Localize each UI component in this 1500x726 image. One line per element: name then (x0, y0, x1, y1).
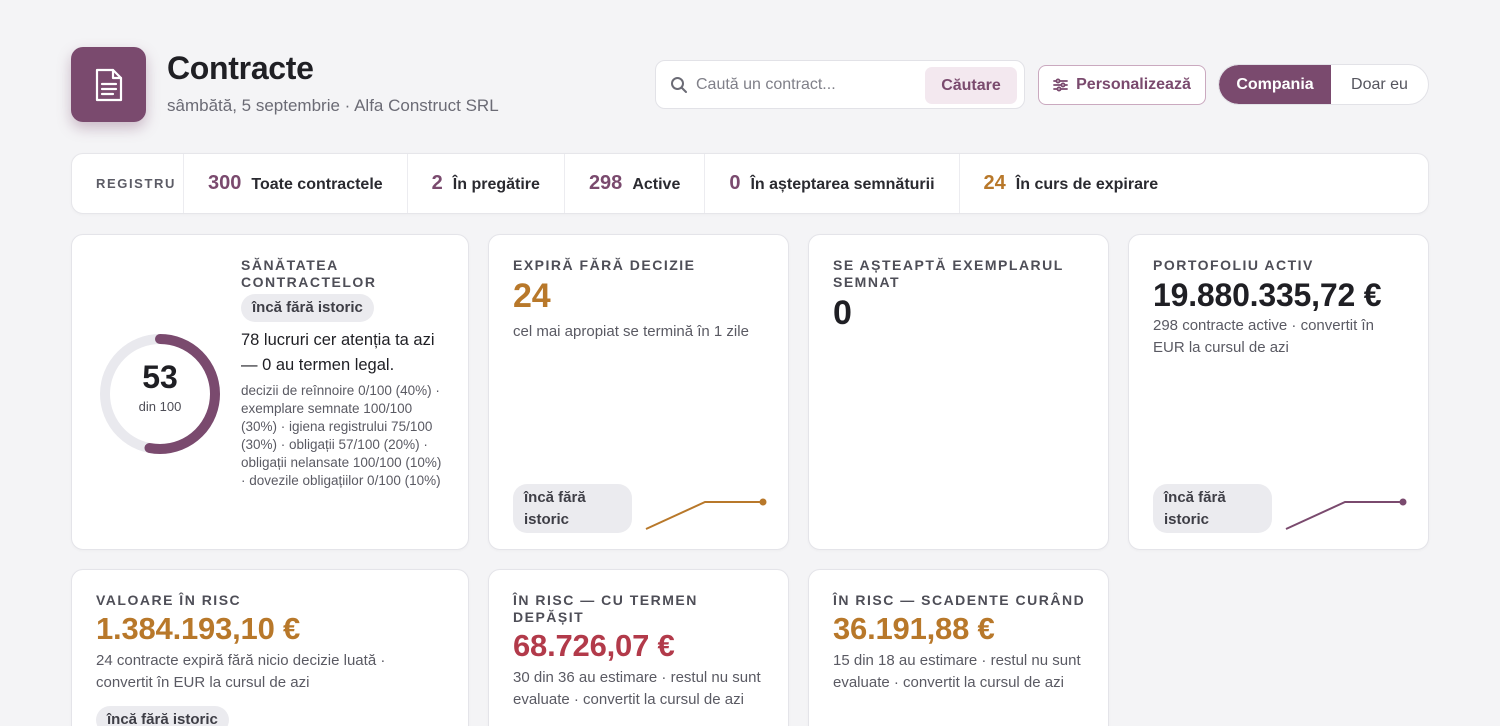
expiring-value: 24 (513, 277, 551, 315)
registry-strip: REGISTRU 300 Toate contractele 2 În preg… (71, 153, 1429, 214)
page-title: Contracte (167, 50, 314, 86)
registry-item-label: În așteptarea semnăturii (750, 175, 935, 193)
customize-label: Personalizează (1076, 76, 1191, 93)
health-score-ring (100, 334, 220, 454)
awaiting-value: 0 (833, 294, 852, 332)
portfolio-description: 298 contracte active · convertit în EUR … (1153, 317, 1374, 356)
registry-item-all[interactable]: 300 Toate contractele (184, 154, 408, 213)
registry-count: 0 (729, 172, 741, 194)
portfolio-sparkline (1285, 498, 1407, 530)
app-logo (71, 47, 146, 122)
expiring-card[interactable]: EXPIRĂ FĂRĂ DECIZIE 24 cel mai apropiat … (488, 234, 789, 550)
registry-item-label: Toate contractele (251, 175, 383, 193)
scope-company-option[interactable]: Compania (1219, 65, 1331, 104)
expiring-description: cel mai apropiat se termină în 1 zile (513, 323, 749, 340)
document-icon (95, 68, 122, 101)
risk-due-soon-card[interactable]: ÎN RISC — SCADENTE CURÂND 36.191,88 € 15… (808, 569, 1109, 726)
risk-value-amount: 1.384.193,10 € (96, 611, 301, 646)
risk-overdue-card[interactable]: ÎN RISC — CU TERMEN DEPĂȘIT 68.726,07 € … (488, 569, 789, 726)
awaiting-signed-copy-card[interactable]: SE AȘTEAPTĂ EXEMPLARUL SEMNAT 0 (808, 234, 1109, 550)
risk-overdue-description: 30 din 36 au estimare · restul nu sunt e… (513, 669, 761, 708)
registry-item-label: În pregătire (452, 175, 540, 193)
registry-count: 2 (431, 172, 443, 194)
customize-button[interactable]: Personalizează (1038, 65, 1206, 105)
health-history-badge: încă fără istoric (241, 294, 374, 322)
health-score-of: din 100 (138, 399, 182, 414)
sliders-icon (1053, 78, 1069, 92)
risk-value-description: 24 contracte expiră fără nicio decizie l… (96, 652, 386, 691)
search-icon (670, 76, 688, 94)
registry-label: REGISTRU (72, 154, 184, 213)
registry-item-expiring[interactable]: 24 În curs de expirare (960, 154, 1183, 213)
expiring-label: EXPIRĂ FĂRĂ DECIZIE (513, 257, 696, 273)
risk-due-soon-description: 15 din 18 au estimare · restul nu sunt e… (833, 652, 1081, 691)
search-input[interactable] (696, 75, 916, 94)
search-button[interactable]: Căutare (925, 67, 1017, 104)
health-label: SĂNĂTATEA CONTRACTELOR (241, 257, 377, 290)
registry-item-label: Active (632, 175, 681, 193)
search-bar: Căutare (655, 60, 1025, 109)
risk-value-label: VALOARE ÎN RISC (96, 592, 242, 608)
registry-item-active[interactable]: 298 Active (565, 154, 706, 213)
registry-count: 24 (983, 172, 1006, 194)
registry-count: 300 (208, 172, 242, 194)
health-details: decizii de reînnoire 0/100 (40%) · exemp… (241, 383, 442, 488)
scope-toggle: Compania Doar eu (1218, 64, 1429, 105)
health-headline: 78 lucruri cer atenția ta azi — 0 au ter… (241, 331, 435, 374)
awaiting-label: SE AȘTEAPTĂ EXEMPLARUL SEMNAT (833, 257, 1064, 290)
registry-item-awaiting-signature[interactable]: 0 În așteptarea semnăturii (705, 154, 960, 213)
expiring-sparkline (645, 498, 767, 530)
risk-value-history-badge: încă fără istoric (96, 706, 229, 726)
portfolio-value: 19.880.335,72 € (1153, 277, 1382, 313)
portfolio-label: PORTOFOLIU ACTIV (1153, 257, 1314, 273)
registry-item-label: În curs de expirare (1015, 175, 1159, 193)
registry-count: 298 (588, 172, 623, 194)
portfolio-card[interactable]: PORTOFOLIU ACTIV 19.880.335,72 € 298 con… (1128, 234, 1429, 550)
registry-item-preparing[interactable]: 2 În pregătire (408, 154, 565, 213)
portfolio-history-badge: încă fără istoric (1153, 484, 1272, 533)
risk-value-card[interactable]: VALOARE ÎN RISC 1.384.193,10 € 24 contra… (71, 569, 469, 726)
scope-only-me-option[interactable]: Doar eu (1351, 75, 1408, 93)
risk-due-soon-amount: 36.191,88 € (833, 611, 995, 646)
health-card[interactable]: 53 din 100 SĂNĂTATEA CONTRACTELOR încă f… (71, 234, 469, 550)
expiring-history-badge: încă fără istoric (513, 484, 632, 533)
risk-overdue-amount: 68.726,07 € (513, 628, 675, 663)
risk-overdue-label: ÎN RISC — CU TERMEN DEPĂȘIT (513, 592, 698, 625)
page-subtitle: sâmbătă, 5 septembrie · Alfa Construct S… (167, 96, 499, 115)
risk-due-soon-label: ÎN RISC — SCADENTE CURÂND (833, 592, 1086, 608)
health-score: 53 (142, 359, 178, 395)
